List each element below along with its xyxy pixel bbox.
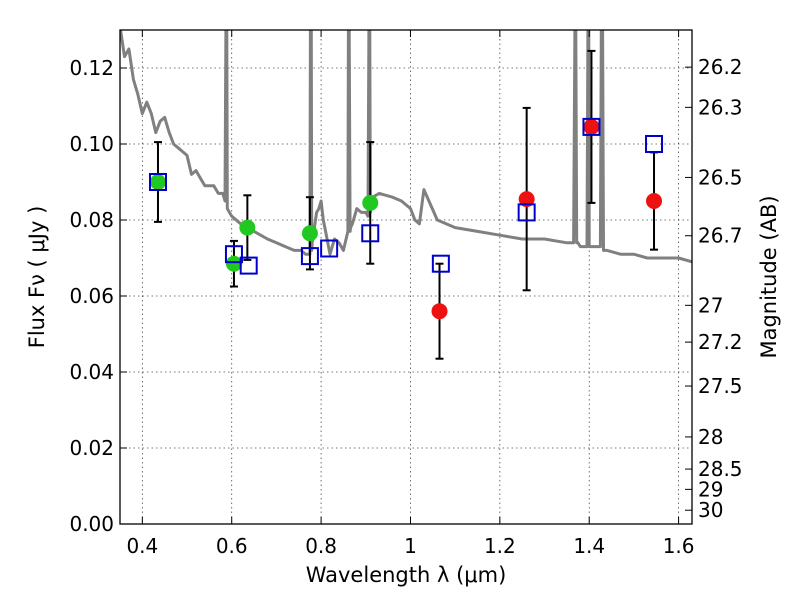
y2-tick-label: 27 [698,293,723,317]
grid-lines [120,30,692,525]
y2-tick-label: 28 [698,425,723,449]
x-tick-label: 0.4 [126,534,158,558]
model-box [361,224,380,243]
x-tick-label: 1.4 [573,534,605,558]
optical-point [362,194,379,211]
nir-point [518,191,535,208]
y2-tick-label: 26.2 [698,55,743,79]
tick-labels: 0.4 0.6 0.8 1 1.2 1.4 1.6 0.00 0.02 0.04 0.06 0.08 0… [69,55,742,558]
model-box [300,247,319,266]
model-box [224,245,243,264]
optical-point [149,174,166,190]
x-tick-label: 1 [404,534,417,558]
x-tick-label: 1.2 [484,534,516,558]
model-box [582,117,601,136]
model-box [148,173,167,191]
y2-tick-label: 26.7 [698,224,743,248]
x-tick-label: 0.6 [216,534,248,558]
optical-point [301,225,318,242]
nir-point [646,193,663,209]
y2-tick-label: 28.5 [698,457,743,481]
plot-frame [119,29,693,525]
y-tick-label: 0.08 [69,208,114,232]
optical-point [239,219,256,236]
y-axis-title: Flux Fν ( μJy ) [25,206,49,349]
y2-axis-title: Magnitude (AB) [757,195,781,358]
y-tick-label: 0.12 [69,56,114,80]
x-tick-label: 0.8 [305,534,337,558]
y2-tick-label: 27.2 [698,330,743,354]
optical-point [225,255,242,272]
y2-tick-label: 27.5 [698,374,743,398]
y2-tick-label: 26.3 [698,95,743,119]
x-tick-label: 1.6 [663,534,695,558]
model-box [431,254,450,273]
y-tick-label: 0.00 [69,512,114,536]
model-box [239,256,258,275]
nir-point [583,118,600,135]
y2-tick-label: 26.5 [698,165,743,189]
y-tick-label: 0.10 [69,132,114,156]
tick-marks [120,30,692,525]
model-box [320,239,339,258]
model-sed-layer [120,30,692,264]
y2-tick-label: 29 [698,477,723,501]
model-sed-line [120,30,692,264]
y-tick-label: 0.06 [69,284,114,308]
y-tick-label: 0.02 [69,436,114,460]
y2-tick-label: 30 [698,498,723,522]
nir-point [431,303,448,320]
x-axis-title: Wavelength λ (μm) [306,563,507,587]
y-tick-label: 0.04 [69,360,114,384]
model-box [517,203,536,222]
model-box [645,135,664,153]
photometry-layer [149,118,663,320]
model-box-layer [148,117,664,275]
